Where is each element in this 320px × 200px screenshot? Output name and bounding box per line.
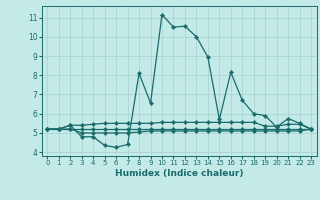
X-axis label: Humidex (Indice chaleur): Humidex (Indice chaleur) bbox=[115, 169, 244, 178]
